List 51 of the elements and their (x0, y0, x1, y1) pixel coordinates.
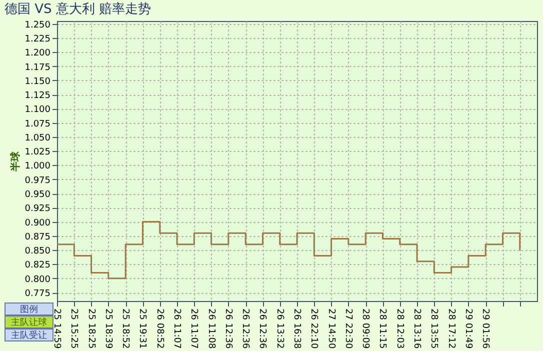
text: 主队让球 (11, 317, 47, 328)
text: 主队受让 (11, 330, 47, 341)
y-tick-label: 1.250 (24, 20, 51, 30)
chart-title: 德国 VS 意大利 赔率走势 (4, 0, 152, 17)
x-tick-label: 28 11:15 (377, 308, 388, 349)
x-tick-label: 26 12:36 (222, 308, 233, 350)
x-tick-label: 26 13:32 (274, 308, 284, 349)
x-tick-label: 26 22:10 (308, 308, 319, 350)
x-tick-label: 26 08:52 (154, 308, 164, 349)
x-tick-label: 27 22:30 (342, 308, 353, 350)
y-tick-label: 0.950 (24, 190, 51, 200)
y-tick-label: 1.000 (24, 162, 51, 172)
x-tick-label: 27 14:50 (326, 308, 336, 350)
y-tick-label: 1.225 (24, 34, 50, 44)
y-tick-label: 0.850 (24, 246, 51, 257)
y-axis-title: 半球 (10, 150, 22, 172)
x-tick-label: 26 16:38 (292, 308, 302, 350)
y-tick-label: 0.900 (24, 218, 51, 228)
x-tick-label: 25 18:25 (86, 308, 96, 349)
x-tick-label: 25 15:25 (68, 308, 79, 349)
x-tick-label: 25 18:39 (102, 308, 113, 350)
y-tick-label: 0.925 (24, 204, 50, 214)
x-tick-label: 25 14:59 (52, 308, 62, 350)
y-tick-label: 0.800 (24, 274, 51, 285)
x-tick-label: 28 13:16 (412, 308, 422, 350)
y-tick-label: 1.200 (24, 48, 51, 59)
x-tick-label: 28 13:55 (428, 308, 439, 349)
y-tick-label: 0.775 (24, 289, 50, 300)
text: 图例 (20, 304, 38, 315)
x-tick-label: 28 09:09 (360, 308, 370, 350)
y-tick-label: 1.125 (24, 91, 50, 102)
x-tick-label: 26 12:36 (257, 308, 268, 350)
y-tick-label: 1.150 (24, 76, 51, 87)
y-tick-label: 1.175 (24, 62, 50, 73)
x-tick-label: 29 01:56 (480, 308, 490, 350)
x-tick-label: 26 12:36 (240, 308, 250, 350)
y-tick-label: 0.875 (24, 232, 50, 242)
y-tick-label: 1.050 (24, 133, 51, 144)
y-tick-label: 1.075 (24, 119, 50, 130)
y-tick-label: 0.975 (24, 176, 50, 186)
x-tick-label: 28 17:12 (446, 308, 456, 349)
x-tick-label: 25 18:52 (120, 308, 130, 349)
x-tick-label: 25 19:31 (137, 308, 148, 349)
x-tick-label: 26 11:07 (172, 308, 182, 349)
y-tick-label: 0.825 (24, 260, 50, 271)
x-tick-label: 26 11:08 (206, 308, 216, 350)
x-tick-label: 28 12:03 (394, 308, 404, 349)
x-tick-label: 29 01:49 (462, 308, 473, 350)
x-tick-label: 26 11:07 (188, 308, 199, 349)
y-tick-label: 1.100 (24, 105, 51, 116)
y-tick-label: 1.025 (24, 148, 50, 158)
